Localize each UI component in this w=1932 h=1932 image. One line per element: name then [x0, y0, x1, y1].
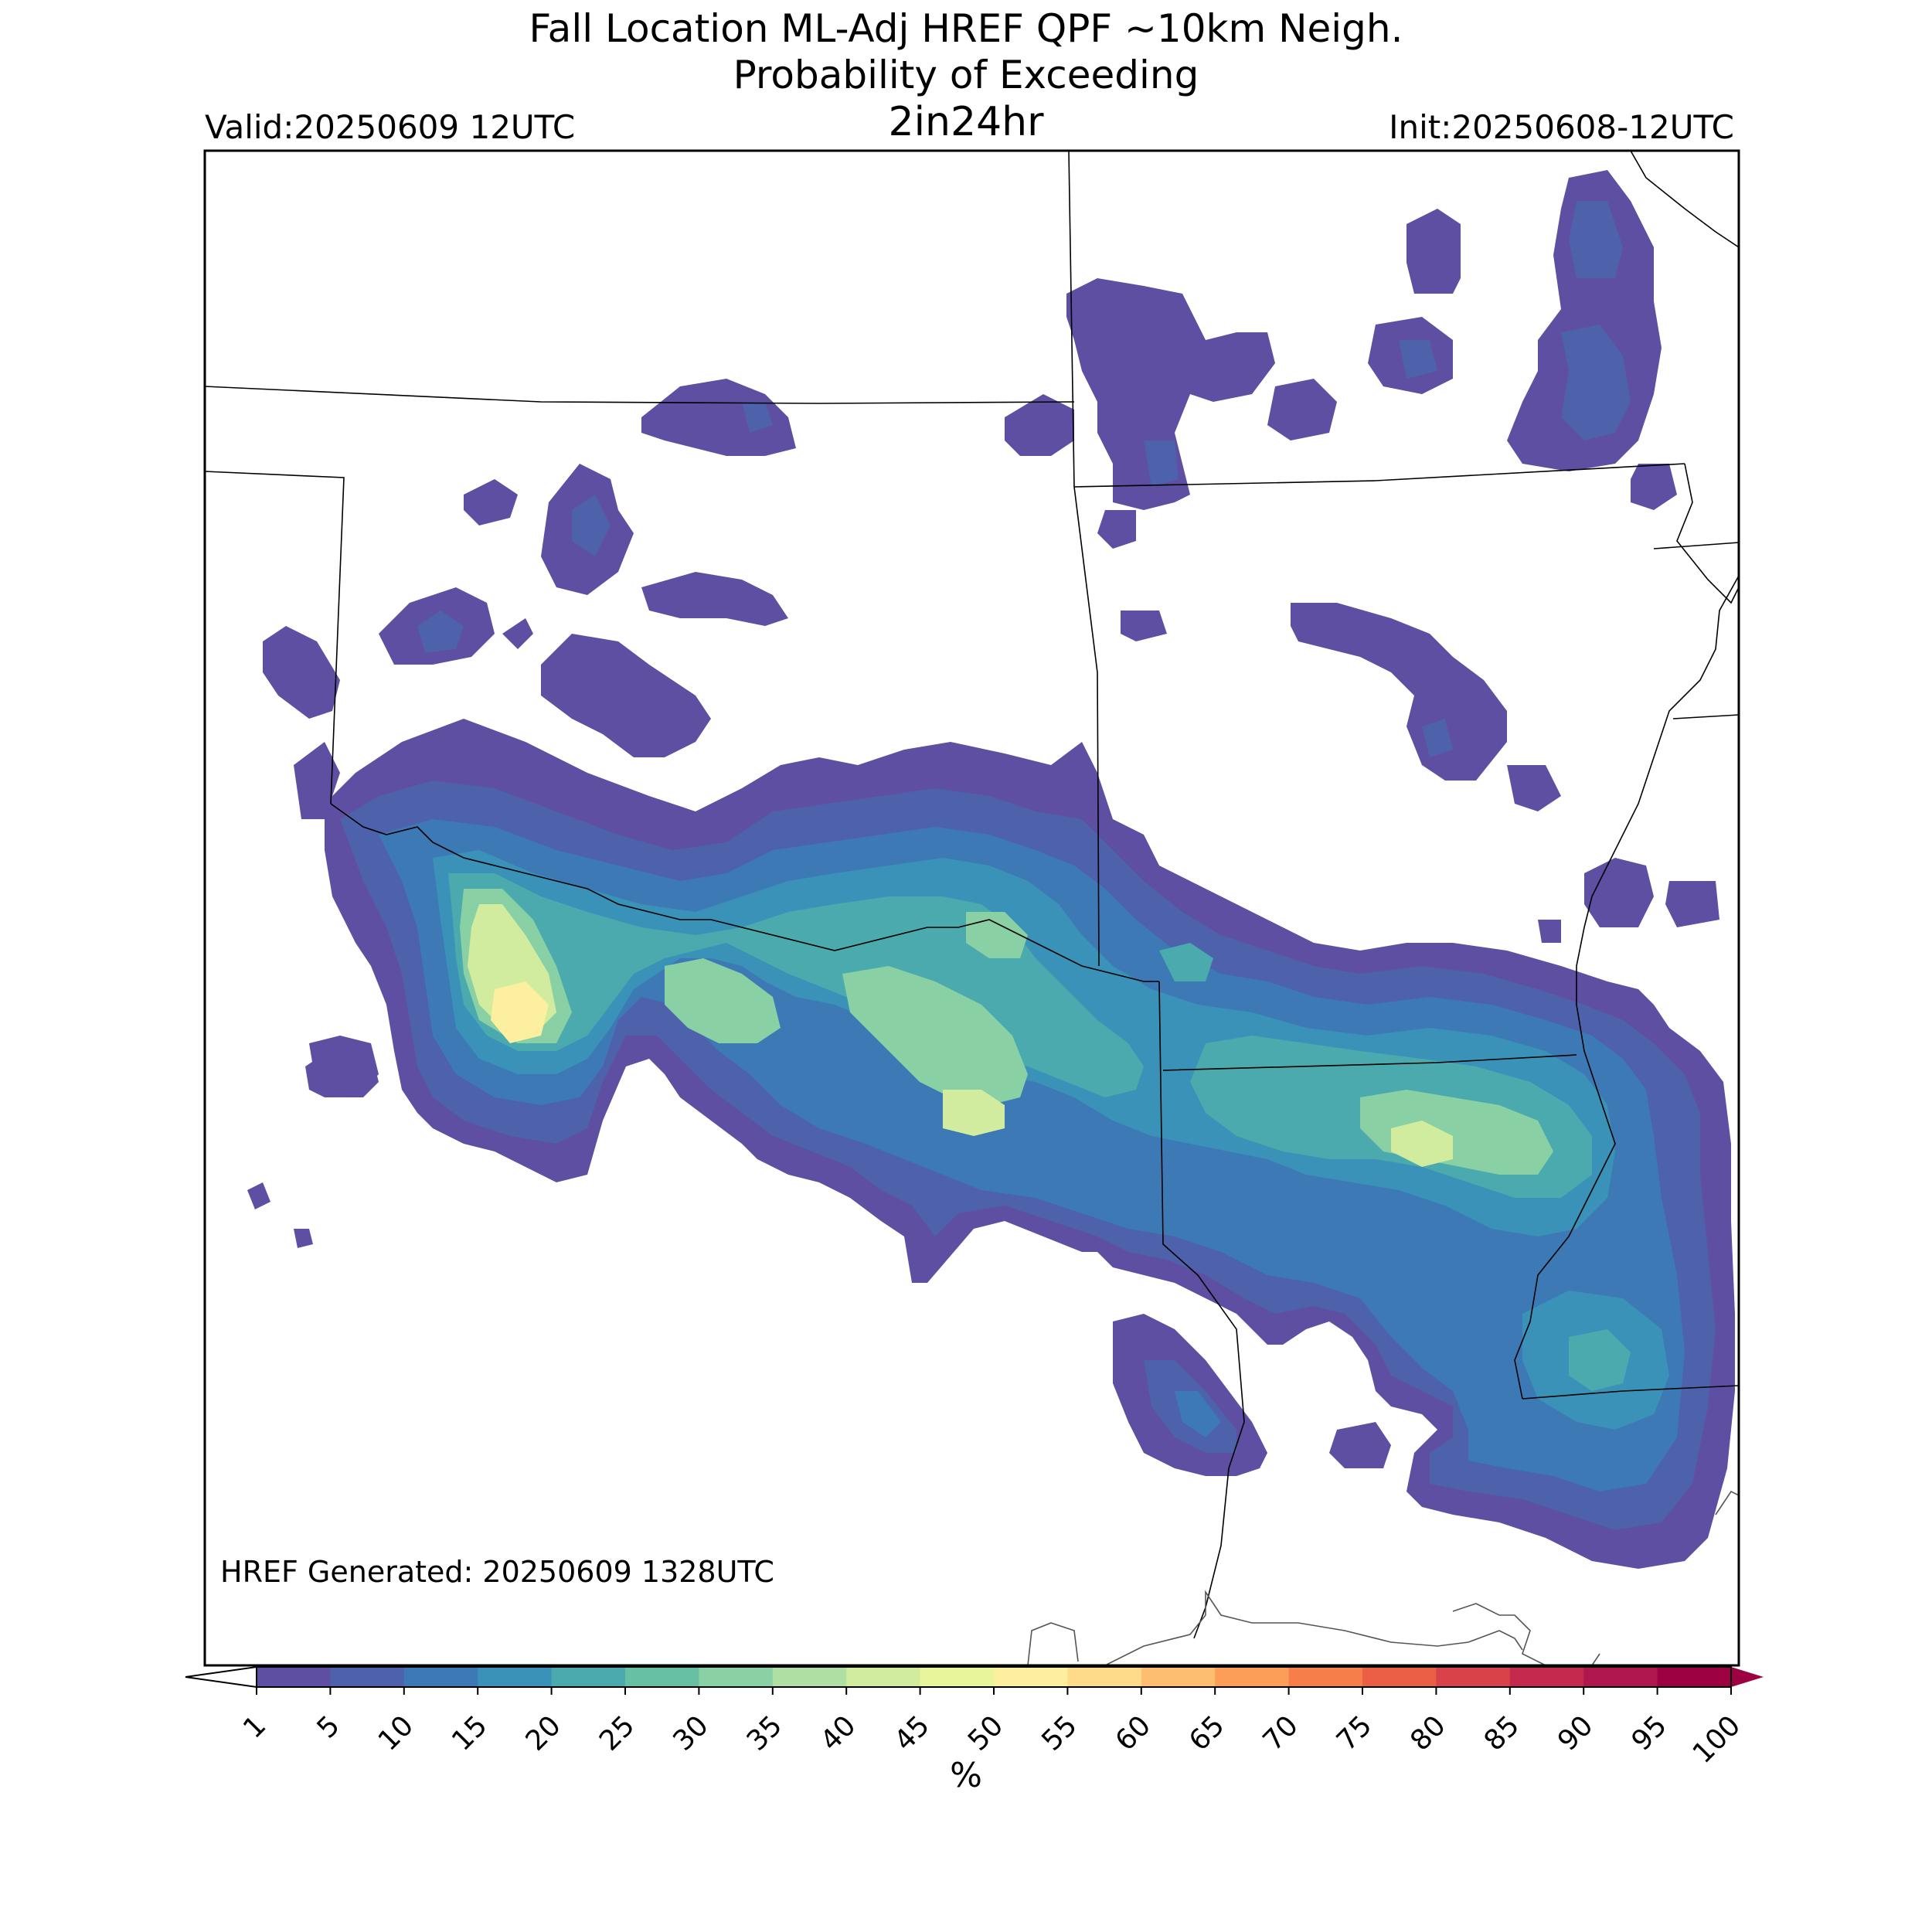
colorbar-swatch: [1657, 1667, 1732, 1687]
state-boundaries: [205, 151, 1739, 1639]
coast-line: [1104, 1590, 1523, 1665]
colorbar-swatch: [1436, 1667, 1511, 1687]
init-time: Init:20250608-12UTC: [1389, 108, 1734, 146]
coast-line: [1452, 1603, 1546, 1665]
boundary-line: [330, 803, 1159, 982]
colorbar-swatch: [257, 1667, 331, 1687]
colorbar-tick-label: 70: [1257, 1709, 1304, 1757]
colorbar-swatch: [1583, 1667, 1658, 1687]
colorbar-tick-label: 30: [667, 1709, 714, 1757]
colorbar-under-arrow: [185, 1665, 257, 1689]
colorbar-swatch: [625, 1667, 699, 1687]
boundary-line: [1630, 151, 1739, 248]
colorbar-tick-label: 50: [962, 1709, 1009, 1757]
boundary-line: [1073, 463, 1685, 488]
colorbar-swatches: [257, 1667, 1732, 1687]
boundary-line: [1068, 151, 1100, 967]
coast-line: [1027, 1622, 1079, 1665]
colorbar-unit-label: %: [950, 1756, 982, 1795]
colorbar-swatch: [478, 1667, 553, 1687]
colorbar-tick-label: 20: [520, 1709, 567, 1757]
colorbar-swatch: [1141, 1667, 1216, 1687]
colorbar-tick-label: 85: [1478, 1709, 1526, 1757]
colorbar-tick-label: 45: [889, 1709, 936, 1757]
colorbar-over-arrow: [1731, 1667, 1764, 1687]
valid-time: Valid:20250609 12UTC: [205, 108, 576, 146]
colorbar-swatch: [994, 1667, 1068, 1687]
colorbar-swatch: [1288, 1667, 1363, 1687]
colorbar-tick-label: 40: [815, 1709, 862, 1757]
boundary-line: [205, 386, 1075, 404]
boundary-line: [1514, 575, 1739, 1400]
colorbar-tick-label: 10: [372, 1709, 420, 1757]
colorbar-swatch: [772, 1667, 847, 1687]
colorbar-swatch: [846, 1667, 921, 1687]
colorbar-swatch: [920, 1667, 995, 1687]
colorbar-tick-label: 25: [594, 1709, 641, 1757]
map-frame: [203, 149, 1740, 1667]
colorbar-swatch: [1215, 1667, 1290, 1687]
boundary-line: [1676, 463, 1739, 604]
boundary-line: [1672, 714, 1739, 719]
title-line-1: Fall Location ML-Adj HREF QPF ~10km Neig…: [529, 6, 1403, 51]
generated-note: HREF Generated: 20250609 1328UTC: [220, 1555, 774, 1589]
contour-band-8: [491, 981, 549, 1043]
colorbar-tick-label: 15: [446, 1709, 493, 1757]
colorbar-swatch: [403, 1667, 478, 1687]
colorbar-tick-label: 35: [741, 1709, 788, 1757]
probability-field: [247, 170, 1735, 1569]
boundary-line: [1653, 542, 1739, 549]
colorbar-tick-label: 1: [237, 1709, 272, 1744]
colorbar-tick-label: 80: [1404, 1709, 1451, 1757]
title-line-2: Probability of Exceeding: [733, 53, 1199, 97]
colorbar-swatch: [1362, 1667, 1437, 1687]
colorbar-tick-label: 5: [311, 1709, 346, 1744]
boundary-line: [1162, 1054, 1577, 1071]
coast-line: [1715, 1490, 1739, 1515]
colorbar-tick-label: 90: [1552, 1709, 1599, 1757]
colorbar-swatch: [330, 1667, 405, 1687]
colorbar-swatch: [1067, 1667, 1142, 1687]
colorbar-swatch: [1509, 1667, 1584, 1687]
coast-line: [1591, 1653, 1600, 1665]
colorbar-tick-label: 55: [1036, 1709, 1083, 1757]
colorbar-swatch: [551, 1667, 626, 1687]
coastline: [1027, 1490, 1739, 1665]
colorbar-tick-label: 95: [1626, 1709, 1673, 1757]
colorbar-tick-label: 65: [1183, 1709, 1230, 1757]
boundary-line: [1522, 1385, 1739, 1400]
colorbar-tick-label: 75: [1331, 1709, 1378, 1757]
boundary-line: [205, 471, 345, 804]
boundary-line: [1158, 981, 1245, 1639]
title-line-3: 2in24hr: [888, 99, 1044, 145]
colorbar-tick-label: 60: [1110, 1709, 1157, 1757]
colorbar-swatch: [699, 1667, 774, 1687]
